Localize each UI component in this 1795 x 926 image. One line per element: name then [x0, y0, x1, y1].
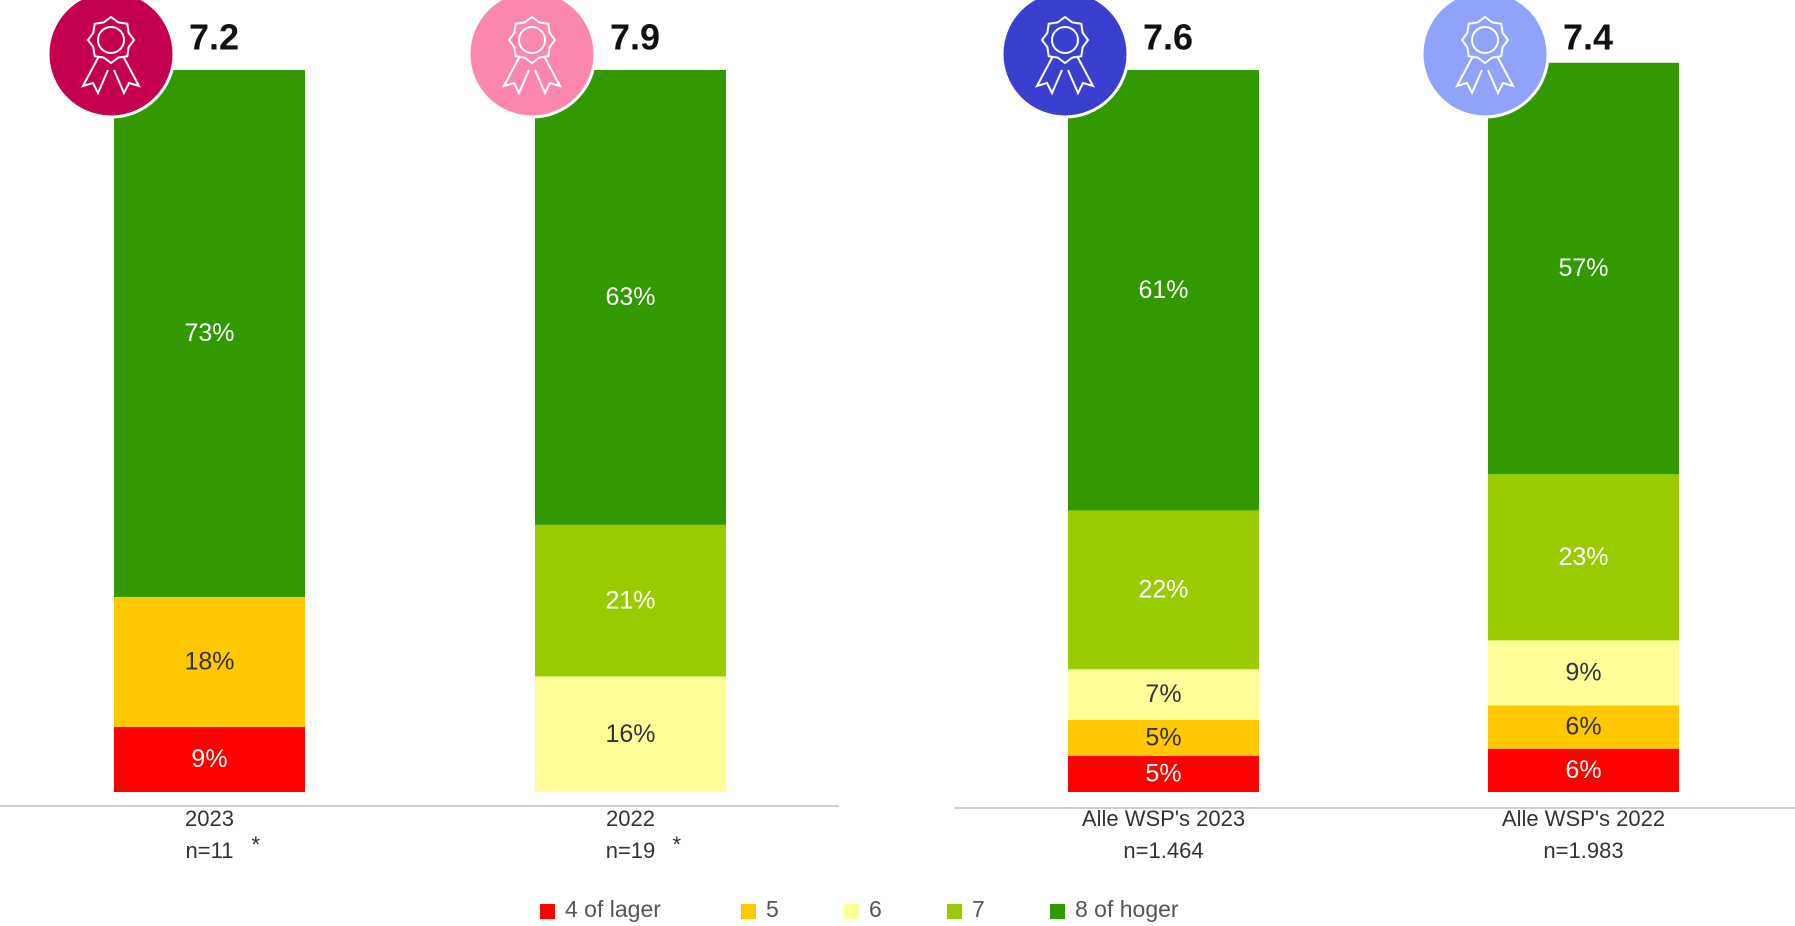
legend-swatch — [1050, 904, 1065, 919]
legend-swatch — [947, 904, 962, 919]
badge-ribbon — [501, 55, 563, 96]
asterisk: * — [252, 832, 261, 857]
badge-inner — [97, 26, 125, 54]
badge-inner — [1471, 26, 1499, 54]
score: 7.6 — [1143, 17, 1193, 58]
bar-segment — [1488, 474, 1679, 641]
data-label: 73% — [184, 319, 234, 347]
data-label: 6% — [1565, 713, 1601, 741]
data-label: 23% — [1558, 543, 1608, 571]
data-label: 57% — [1558, 254, 1608, 282]
bar-segment — [1488, 640, 1679, 706]
legend-swatch — [741, 904, 756, 919]
badge-rosette — [86, 15, 136, 65]
sample-size: n=19 — [606, 838, 656, 863]
asterisk: * — [673, 832, 682, 857]
badge — [46, 0, 176, 119]
badge-ribbon — [1034, 55, 1096, 96]
legend-label: 8 of hoger — [1075, 896, 1179, 922]
bar-segment — [535, 70, 726, 525]
bar-segment — [1068, 70, 1259, 511]
badge-ribbon — [1454, 55, 1516, 96]
data-label: 18% — [184, 648, 234, 676]
data-label: 9% — [1565, 658, 1601, 686]
bar-segment — [1068, 719, 1259, 756]
score: 7.4 — [1563, 17, 1613, 58]
badge — [1000, 0, 1130, 119]
x-tick-label: 2023 — [185, 806, 234, 831]
data-label: 63% — [605, 283, 655, 311]
bar-segment — [1488, 705, 1679, 749]
data-label: 5% — [1145, 760, 1181, 788]
badge-inner — [1051, 26, 1079, 54]
badge — [1420, 0, 1550, 119]
score: 7.9 — [610, 17, 660, 58]
data-label: 22% — [1138, 575, 1188, 603]
sample-size: n=11 — [186, 838, 234, 863]
bar-segment — [1488, 62, 1679, 475]
bar-segment — [1068, 755, 1259, 792]
data-label: 7% — [1145, 680, 1181, 708]
data-label: 9% — [191, 745, 227, 773]
badge-rosette — [1460, 15, 1510, 65]
bar-segment — [535, 676, 726, 792]
data-label: 16% — [605, 720, 655, 748]
data-label: 21% — [605, 586, 655, 614]
sample-size: n=1.464 — [1123, 838, 1203, 863]
legend-label: 4 of lager — [565, 896, 661, 922]
data-label: 5% — [1145, 723, 1181, 751]
x-tick-label: Alle WSP's 2022 — [1502, 806, 1665, 831]
legend-label: 6 — [869, 896, 882, 922]
bar-segment — [114, 727, 305, 792]
badge-rosette — [507, 15, 557, 65]
badge-rosette — [1040, 15, 1090, 65]
bar-segment — [114, 597, 305, 728]
bar-segment — [535, 524, 726, 677]
data-label: 6% — [1565, 756, 1601, 784]
bar-segment — [114, 70, 305, 598]
badge — [467, 0, 597, 119]
x-tick-label: 2022 — [606, 806, 655, 831]
score: 7.2 — [189, 17, 239, 58]
x-tick-label: Alle WSP's 2023 — [1082, 806, 1245, 831]
badge-ribbon — [80, 55, 142, 96]
legend-label: 7 — [972, 896, 985, 922]
legend-label: 5 — [766, 896, 779, 922]
bar-segment — [1488, 748, 1679, 792]
legend-swatch — [844, 904, 859, 919]
legend-swatch — [540, 904, 555, 919]
bar-segment — [1068, 669, 1259, 720]
data-label: 61% — [1138, 276, 1188, 304]
sample-size: n=1.983 — [1543, 838, 1623, 863]
bar-segment — [1068, 510, 1259, 670]
badge-inner — [518, 26, 546, 54]
